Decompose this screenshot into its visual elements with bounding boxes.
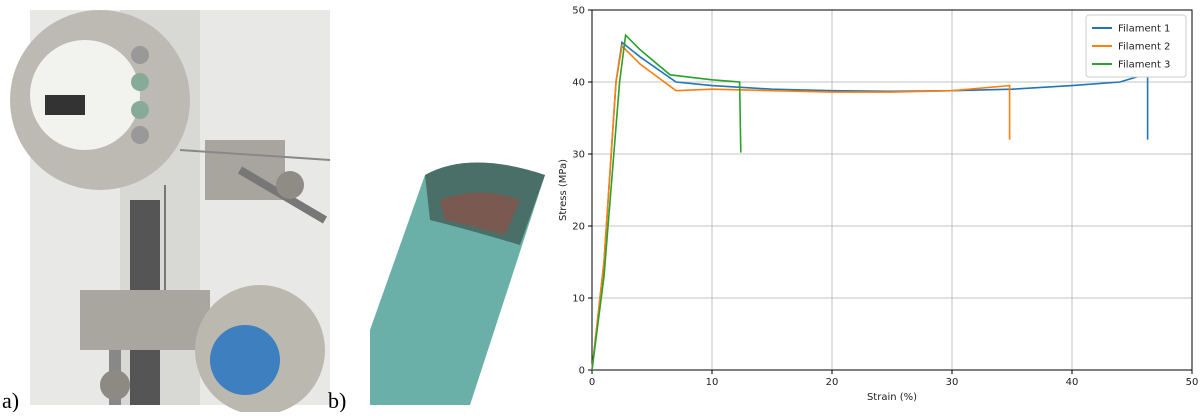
y-tick-label: 40 [572, 78, 585, 89]
x-tick-label: 0 [589, 377, 595, 388]
x-tick-label: 20 [826, 377, 839, 388]
legend-box [1085, 14, 1187, 78]
y-tick-label: 10 [572, 294, 585, 305]
legend-label: Filament 3 [1118, 60, 1170, 71]
panel-label: a) [2, 388, 19, 412]
x-tick-label: 50 [1186, 377, 1199, 388]
legend-label: Filament 2 [1118, 42, 1170, 53]
y-tick-label: 30 [572, 150, 585, 161]
x-tick-label: 40 [1066, 377, 1079, 388]
data-line [591, 33, 742, 371]
legend-label: Filament 1 [1118, 24, 1170, 35]
y-tick-label: 0 [579, 366, 585, 377]
x-tick-label: 30 [946, 377, 959, 388]
photo-b [370, 162, 545, 405]
photo-a [10, 10, 331, 415]
y-axis-label: Stress (MPa) [558, 159, 569, 221]
plot-frame [591, 9, 1193, 371]
data-line [591, 44, 1011, 371]
panel-label: b) [328, 388, 346, 412]
x-axis-label: Strain (%) [867, 392, 917, 403]
y-tick-label: 50 [572, 6, 585, 17]
x-tick-label: 10 [706, 377, 719, 388]
y-tick-label: 20 [572, 222, 585, 233]
